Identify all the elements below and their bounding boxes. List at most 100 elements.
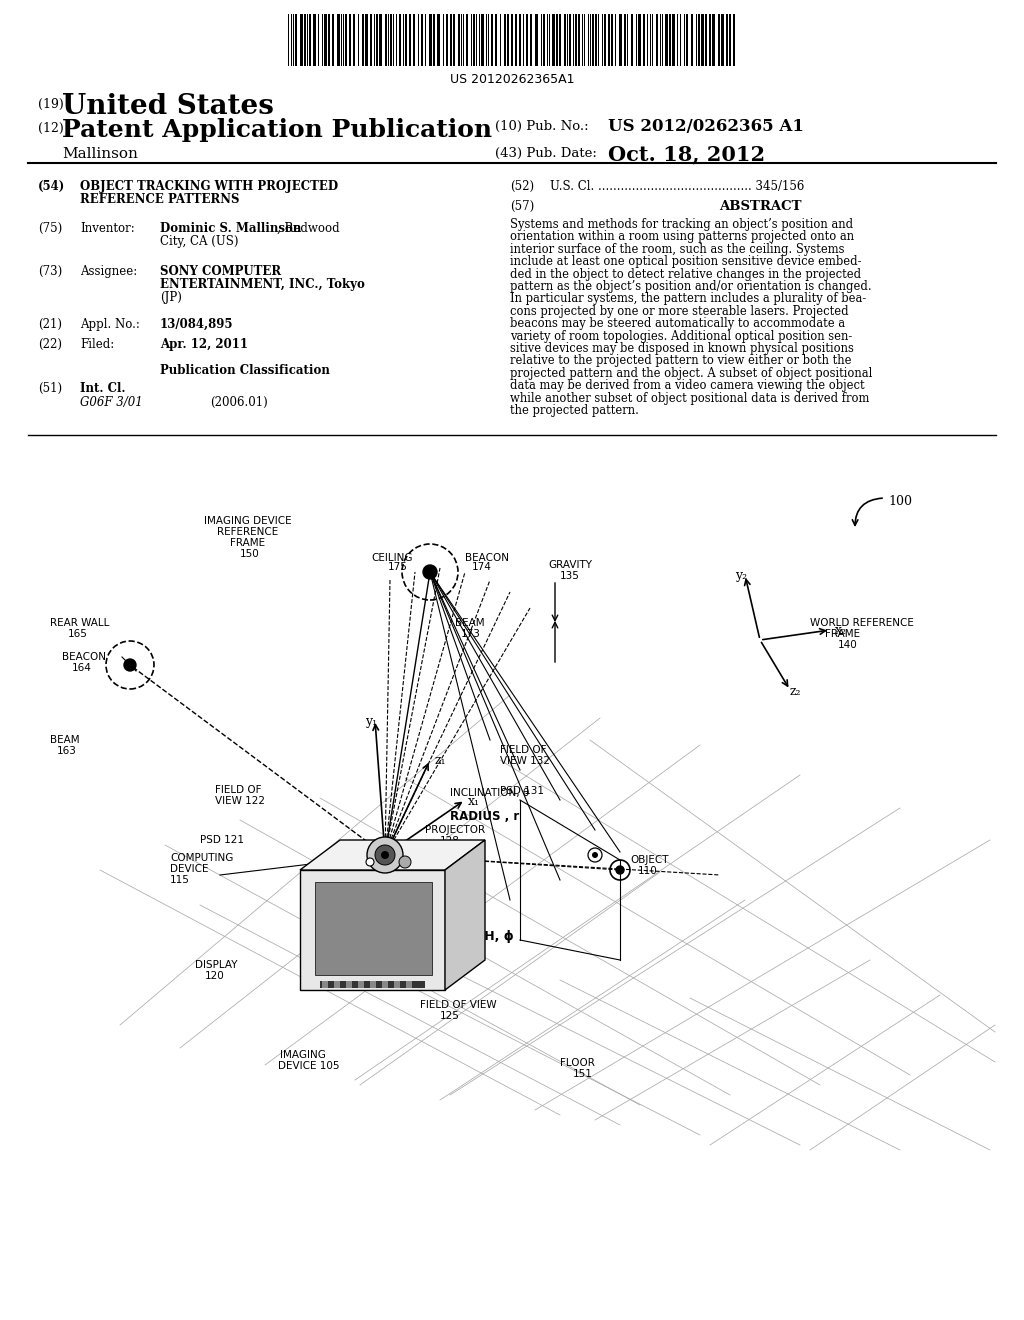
Bar bbox=[319, 981, 425, 987]
Bar bbox=[406, 981, 412, 987]
Bar bbox=[729, 15, 731, 66]
Bar bbox=[686, 15, 688, 66]
Bar bbox=[473, 15, 475, 66]
Bar bbox=[362, 15, 364, 66]
Bar bbox=[353, 15, 355, 66]
Bar bbox=[564, 15, 566, 66]
Bar bbox=[390, 15, 392, 66]
Bar bbox=[409, 15, 411, 66]
Text: 135: 135 bbox=[560, 572, 580, 581]
Text: 140: 140 bbox=[838, 640, 858, 649]
Bar bbox=[556, 15, 558, 66]
Polygon shape bbox=[315, 882, 432, 975]
Text: 110: 110 bbox=[638, 866, 657, 876]
Bar bbox=[394, 981, 400, 987]
Bar bbox=[332, 15, 334, 66]
Text: FLOOR: FLOOR bbox=[560, 1059, 595, 1068]
Bar bbox=[726, 15, 728, 66]
Bar bbox=[733, 15, 735, 66]
Text: OBJECT: OBJECT bbox=[630, 855, 669, 865]
Text: (19): (19) bbox=[38, 98, 63, 111]
Text: y₂: y₂ bbox=[735, 569, 748, 582]
Text: 100: 100 bbox=[888, 495, 912, 508]
Text: ded in the object to detect relative changes in the projected: ded in the object to detect relative cha… bbox=[510, 268, 861, 281]
Text: x₁: x₁ bbox=[468, 795, 480, 808]
Bar bbox=[458, 15, 460, 66]
Text: (12): (12) bbox=[38, 121, 63, 135]
Bar bbox=[322, 981, 328, 987]
Bar bbox=[608, 15, 610, 66]
Bar bbox=[631, 15, 633, 66]
Text: (57): (57) bbox=[510, 201, 535, 213]
Bar bbox=[304, 15, 306, 66]
Text: Int. Cl.: Int. Cl. bbox=[80, 381, 126, 395]
Bar bbox=[495, 15, 497, 66]
Polygon shape bbox=[300, 870, 445, 990]
Text: GRAVITY: GRAVITY bbox=[548, 560, 592, 570]
Polygon shape bbox=[300, 840, 485, 870]
Text: VIEW 122: VIEW 122 bbox=[215, 796, 265, 807]
Text: 120: 120 bbox=[205, 972, 224, 981]
Text: Dominic S. Mallinson: Dominic S. Mallinson bbox=[160, 222, 301, 235]
Bar bbox=[413, 15, 415, 66]
Bar bbox=[399, 15, 401, 66]
Text: FIELD OF: FIELD OF bbox=[215, 785, 261, 795]
Text: the projected pattern.: the projected pattern. bbox=[510, 404, 639, 417]
Bar bbox=[450, 15, 452, 66]
Text: (JP): (JP) bbox=[160, 290, 182, 304]
Text: (43) Pub. Date:: (43) Pub. Date: bbox=[495, 147, 597, 160]
Text: 174: 174 bbox=[472, 562, 492, 572]
Text: Systems and methods for tracking an object’s position and: Systems and methods for tracking an obje… bbox=[510, 218, 853, 231]
Bar bbox=[526, 15, 528, 66]
Bar bbox=[446, 15, 449, 66]
Text: Filed:: Filed: bbox=[80, 338, 115, 351]
Text: , Redwood: , Redwood bbox=[278, 222, 340, 235]
Text: 150: 150 bbox=[240, 549, 260, 558]
Bar bbox=[313, 15, 316, 66]
Text: DEVICE 105: DEVICE 105 bbox=[278, 1061, 340, 1071]
Bar bbox=[705, 15, 707, 66]
Text: IMAGING: IMAGING bbox=[280, 1049, 326, 1060]
Text: PSD 121: PSD 121 bbox=[200, 836, 244, 845]
Bar bbox=[507, 15, 509, 66]
Circle shape bbox=[366, 858, 374, 866]
Bar bbox=[638, 15, 641, 66]
Bar bbox=[669, 15, 671, 66]
Bar bbox=[624, 15, 626, 66]
Bar bbox=[552, 15, 555, 66]
Bar bbox=[618, 15, 622, 66]
Text: 175: 175 bbox=[388, 562, 408, 572]
Text: Inventor:: Inventor: bbox=[80, 222, 135, 235]
Text: (52): (52) bbox=[510, 180, 535, 193]
Text: variety of room topologies. Additional optical position sen-: variety of room topologies. Additional o… bbox=[510, 330, 852, 343]
Text: ENTERTAINMENT, INC., Tokyo: ENTERTAINMENT, INC., Tokyo bbox=[160, 279, 365, 290]
Text: PROJECTOR: PROJECTOR bbox=[425, 825, 485, 836]
Text: 13/084,895: 13/084,895 bbox=[160, 318, 233, 331]
Bar bbox=[595, 15, 597, 66]
Bar bbox=[300, 15, 303, 66]
Text: INCLINATION, θ: INCLINATION, θ bbox=[450, 788, 529, 799]
Text: BEAM: BEAM bbox=[455, 618, 484, 628]
Text: BEACON: BEACON bbox=[465, 553, 509, 564]
Bar bbox=[643, 15, 645, 66]
Circle shape bbox=[124, 659, 136, 671]
Text: cons projected by one or more steerable lasers. Projected: cons projected by one or more steerable … bbox=[510, 305, 849, 318]
Bar bbox=[511, 15, 513, 66]
Bar bbox=[324, 15, 327, 66]
Bar bbox=[721, 15, 724, 66]
Text: Mallinson: Mallinson bbox=[62, 147, 138, 161]
Text: ABSTRACT: ABSTRACT bbox=[719, 201, 801, 213]
Text: (10) Pub. No.:: (10) Pub. No.: bbox=[495, 120, 589, 133]
Text: FIELD OF VIEW: FIELD OF VIEW bbox=[420, 1001, 497, 1010]
Bar bbox=[604, 15, 606, 66]
Text: projected pattern and the object. A subset of object positional: projected pattern and the object. A subs… bbox=[510, 367, 872, 380]
Bar bbox=[337, 15, 340, 66]
Bar bbox=[437, 15, 440, 66]
Text: 111: 111 bbox=[410, 859, 430, 869]
Bar bbox=[295, 15, 297, 66]
Text: (75): (75) bbox=[38, 222, 62, 235]
Text: IMAGING DEVICE: IMAGING DEVICE bbox=[204, 516, 292, 525]
Text: x₂: x₂ bbox=[835, 624, 847, 638]
Text: (54): (54) bbox=[38, 180, 66, 193]
Bar bbox=[656, 15, 658, 66]
